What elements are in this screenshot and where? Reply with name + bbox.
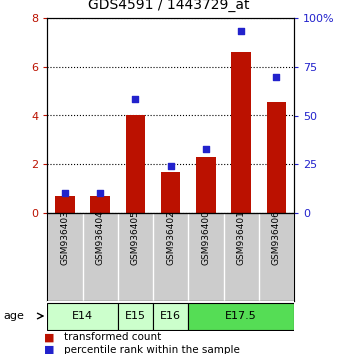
Point [133,96,138,102]
Text: ■: ■ [44,345,54,354]
Bar [161,172,180,213]
Point [239,28,244,34]
Text: E15: E15 [125,311,146,321]
Bar [153,303,188,330]
Bar [232,52,251,213]
Point [203,146,209,152]
Bar [91,196,110,213]
Text: E17.5: E17.5 [225,311,257,321]
Text: GDS4591 / 1443729_at: GDS4591 / 1443729_at [88,0,250,12]
Bar [118,303,153,330]
Point [97,190,103,195]
Bar [267,102,286,213]
Text: E14: E14 [72,311,93,321]
Text: ■: ■ [44,332,54,342]
Text: transformed count: transformed count [64,332,162,342]
Point [62,190,68,195]
Text: E16: E16 [160,311,181,321]
Bar [188,303,294,330]
Bar [47,303,118,330]
Text: percentile rank within the sample: percentile rank within the sample [64,345,240,354]
Text: age: age [3,311,24,321]
Point [168,163,173,169]
Bar [196,157,216,213]
Bar [55,196,75,213]
Point [274,74,279,79]
Bar [126,115,145,213]
